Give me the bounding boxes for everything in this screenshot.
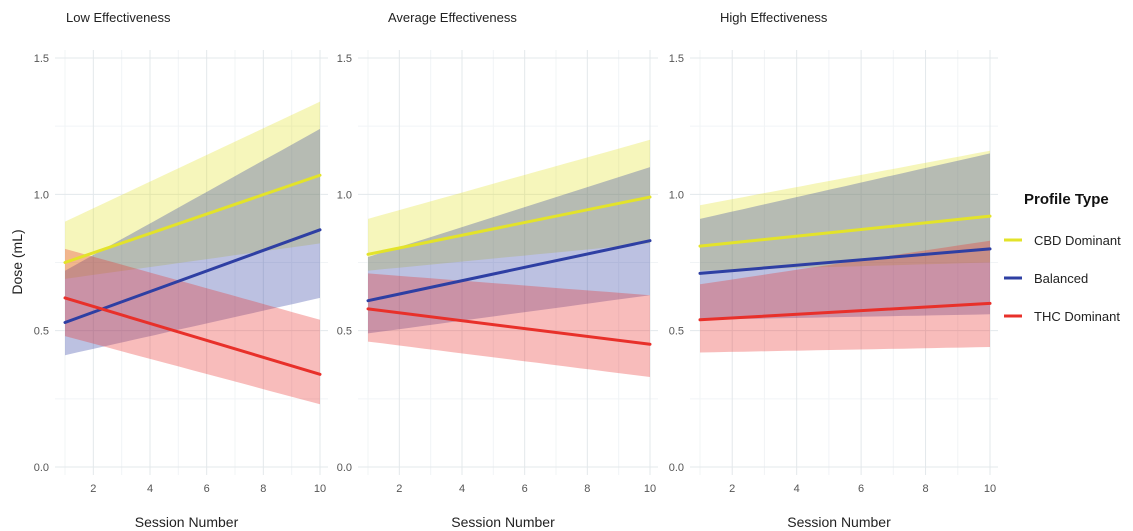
ribbon-cbd-dominant — [368, 139, 650, 271]
line-balanced — [366, 239, 652, 303]
ribbon-thc-dominant — [65, 248, 320, 405]
x-axis-title: Session Number — [135, 514, 239, 530]
legend-title: Profile Type — [1024, 191, 1109, 208]
x-tick-label: 2 — [90, 483, 96, 495]
ribbon-thc-dominant — [700, 240, 990, 353]
panel-title: High Effectiveness — [720, 10, 828, 25]
x-tick-label: 6 — [522, 483, 528, 495]
line-balanced — [698, 247, 992, 275]
line-thc-dominant — [366, 307, 652, 346]
ribbon-balanced — [700, 153, 990, 320]
panel-title: Low Effectiveness — [66, 10, 171, 25]
legend-label: THC Dominant — [1034, 309, 1120, 324]
legend-label: CBD Dominant — [1034, 233, 1121, 248]
x-axis-title: Session Number — [787, 514, 891, 530]
x-tick-label: 10 — [314, 483, 326, 495]
y-axis-title: Dose (mL) — [9, 229, 25, 294]
y-tick-label: 0.5 — [34, 326, 49, 338]
x-tick-label: 6 — [858, 483, 864, 495]
x-tick-label: 4 — [794, 483, 800, 495]
y-tick-label: 0.0 — [669, 462, 684, 474]
y-tick-label: 1.5 — [34, 53, 49, 65]
legend: Profile Type CBD Dominant Balanced THC Domi… — [1004, 191, 1121, 324]
line-balanced — [63, 228, 322, 324]
x-tick-label: 2 — [729, 483, 735, 495]
panel-2: Average Effectiveness 0.0 0.5 1.0 1.5 2 4 6 8 10 S… — [337, 10, 658, 530]
line-thc-dominant — [698, 301, 992, 322]
y-tick-label: 1.0 — [337, 189, 352, 201]
line-thc-dominant — [63, 296, 322, 376]
x-tick-label: 6 — [204, 483, 210, 495]
line-cbd-dominant — [366, 195, 652, 256]
y-tick-label: 0.0 — [337, 462, 352, 474]
y-tick-label: 1.0 — [669, 189, 684, 201]
x-axis-title: Session Number — [451, 514, 555, 530]
line-cbd-dominant — [698, 214, 992, 248]
y-tick-label: 0.0 — [34, 462, 49, 474]
panel-3: High Effectiveness 0.0 0.5 1.0 1.5 2 4 6 8 10 Sess… — [669, 10, 998, 530]
y-tick-label: 1.5 — [669, 53, 684, 65]
x-tick-label: 2 — [396, 483, 402, 495]
x-tick-label: 8 — [584, 483, 590, 495]
x-tick-label: 4 — [459, 483, 465, 495]
ribbon-balanced — [368, 167, 650, 334]
x-tick-label: 10 — [644, 483, 656, 495]
x-tick-label: 10 — [984, 483, 996, 495]
y-tick-label: 0.5 — [337, 326, 352, 338]
ribbon-cbd-dominant — [700, 150, 990, 271]
legend-label: Balanced — [1034, 271, 1088, 286]
y-tick-label: 0.5 — [669, 326, 684, 338]
x-tick-label: 8 — [922, 483, 928, 495]
y-tick-label: 1.5 — [337, 53, 352, 65]
x-tick-label: 4 — [147, 483, 153, 495]
line-cbd-dominant — [63, 173, 322, 264]
x-tick-label: 8 — [260, 483, 266, 495]
panel-1: Low Effectiveness 0.0 0.5 1.0 1.5 2 4 6 8 10 Sessi… — [34, 10, 328, 530]
ribbon-cbd-dominant — [65, 101, 320, 279]
y-tick-label: 1.0 — [34, 189, 49, 201]
panel-title: Average Effectiveness — [388, 10, 517, 25]
